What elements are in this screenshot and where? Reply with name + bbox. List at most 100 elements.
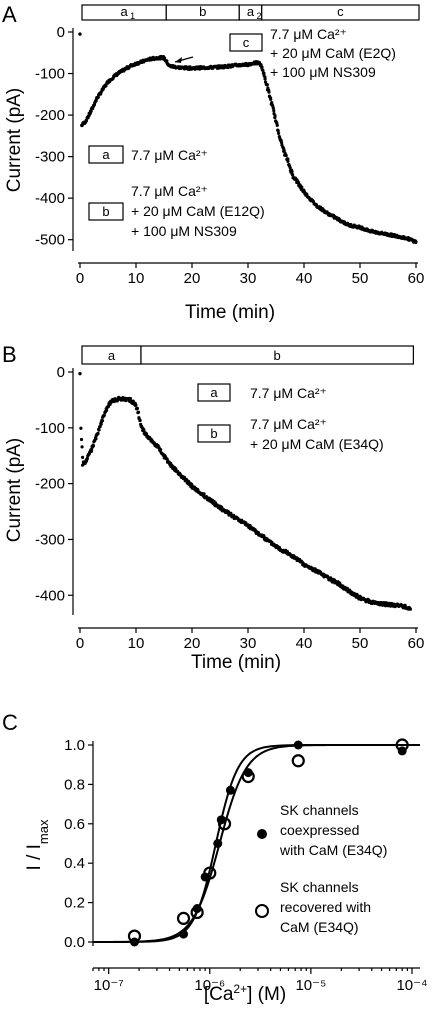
data-point <box>260 65 264 69</box>
legend-text: 7.7 μM Ca²⁺ <box>270 26 347 42</box>
panel-letter-b: B <box>2 342 17 367</box>
data-point <box>265 83 269 87</box>
data-point <box>273 114 277 118</box>
data-point <box>248 524 252 528</box>
bar-segment-subscript: 2 <box>257 11 262 21</box>
y-tick-label: -300 <box>35 149 65 166</box>
open-data-point <box>395 738 409 752</box>
data-point <box>290 169 294 174</box>
x-tick-label: 0 <box>76 635 84 652</box>
data-point <box>272 109 276 113</box>
data-point <box>138 418 142 422</box>
legend-item-c: c 7.7 μM Ca²⁺ + 20 μM CaM (E2Q) + 100 μM… <box>229 26 396 80</box>
x-tick-label: 10 <box>128 270 145 287</box>
data-point <box>85 456 89 461</box>
y-tick-label: 0.6 <box>64 816 85 833</box>
bar-segment-label: b <box>199 4 206 19</box>
legend-item-a: a 7.7 μM Ca²⁺ <box>197 383 327 402</box>
legend-item-a: a 7.7 μM Ca²⁺ <box>88 145 208 164</box>
axes-a: 0 -100 -200 -300 -400 -500 0 10 20 30 40 50 60 <box>35 24 424 287</box>
bar-segment-c <box>261 4 420 21</box>
y-tick-label: 0.4 <box>64 855 85 872</box>
legend-key-box-a <box>197 383 231 402</box>
data-point <box>91 444 96 448</box>
panel-letter-a: A <box>2 2 17 27</box>
data-point <box>134 403 138 407</box>
x-tick-label: 60 <box>408 270 425 287</box>
data-point <box>271 106 275 110</box>
data-point <box>280 141 284 145</box>
filled-data-point <box>225 785 235 795</box>
legend-item-b: b 7.7 μM Ca²⁺ + 20 μM CaM (E12Q) + 100 μ… <box>88 183 265 239</box>
data-point <box>261 68 265 72</box>
legend-key-letter: c <box>243 35 250 50</box>
legend-item-b: b 7.7 μM Ca²⁺ + 20 μM CaM (E34Q) <box>197 416 384 452</box>
legend-key-box-b <box>197 424 231 443</box>
data-point <box>159 447 163 452</box>
x-tick-label: 10⁻⁶ <box>194 977 225 994</box>
y-tick-label: -100 <box>35 66 65 83</box>
data-trace-b <box>78 371 412 611</box>
bar-segment-label: b <box>274 348 281 363</box>
data-point <box>79 437 84 442</box>
x-tick-label: 40 <box>296 270 313 287</box>
axes-b: 0 -100 -200 -300 -400 0 10 20 30 40 50 60 <box>35 364 424 652</box>
x-tick-label: 50 <box>352 635 369 652</box>
data-point <box>284 153 288 158</box>
filled-data-point <box>179 929 189 939</box>
data-point <box>262 71 266 75</box>
data-point <box>300 185 304 189</box>
legend-key-letter: a <box>210 385 218 400</box>
bar-segment-b <box>140 345 414 365</box>
legend-text: + 100 μM NS309 <box>131 223 237 239</box>
open-data-point <box>127 929 142 943</box>
open-data-point <box>203 866 217 880</box>
data-point <box>202 492 206 496</box>
legend-key-box-c <box>229 33 263 52</box>
legend-text: 7.7 μM Ca²⁺ <box>250 385 327 401</box>
data-point <box>80 455 85 459</box>
x-tick-label: 10⁻⁴ <box>396 977 427 994</box>
data-point <box>128 396 133 401</box>
bar-segment-subscript: 1 <box>130 11 135 21</box>
data-point <box>229 512 233 516</box>
y-tick-label: 0.8 <box>64 776 85 793</box>
y-tick-label: -200 <box>35 476 65 493</box>
data-point <box>142 428 146 432</box>
legend-text: + 20 μM CaM (E12Q) <box>131 203 265 219</box>
data-point <box>84 119 88 123</box>
axis-title-y-b: Current (pA) <box>4 438 25 543</box>
data-point <box>78 32 82 36</box>
filled-data-point <box>213 839 223 848</box>
data-point <box>286 159 290 163</box>
filled-data-point <box>293 740 303 750</box>
data-point <box>102 413 106 417</box>
data-point <box>100 419 105 423</box>
data-point <box>99 422 103 426</box>
data-point <box>97 428 101 432</box>
data-point <box>291 173 295 177</box>
legend-text: + 20 μM CaM (E2Q) <box>270 45 396 61</box>
data-point <box>90 447 94 452</box>
fit-curve-2 <box>92 744 420 943</box>
data-point <box>282 149 286 153</box>
legend-key-box-a <box>88 145 124 164</box>
data-point <box>345 586 349 591</box>
legend-key-letter: a <box>102 147 110 162</box>
y-tick-label: -400 <box>35 587 65 604</box>
open-circle-icon <box>255 904 269 918</box>
x-tick-label: 0 <box>76 270 84 287</box>
data-point <box>96 431 100 436</box>
y-tick-label: 0.0 <box>64 934 85 951</box>
data-point <box>135 406 140 410</box>
legend-text: 7.7 μM Ca²⁺ <box>250 416 327 432</box>
open-data-point <box>217 817 232 831</box>
panel-c: C I / Imax [Ca2+] (M) 0.0 0.2 0.4 0.6 0.8 1.0… <box>2 710 428 1005</box>
data-point <box>80 445 84 449</box>
open-data-point <box>190 905 204 920</box>
y-tick-label: 0 <box>57 364 65 381</box>
